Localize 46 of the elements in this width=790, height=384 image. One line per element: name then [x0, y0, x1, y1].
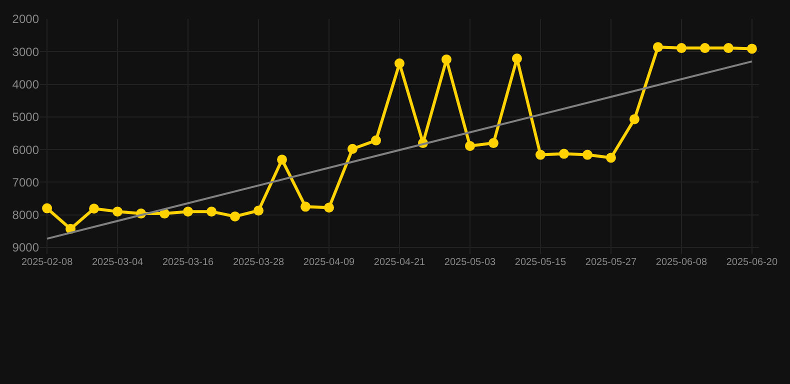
y-tick-label: 3000 [12, 44, 40, 59]
point [652, 42, 663, 52]
x-tick-label: 2025-04-21 [374, 257, 426, 268]
point [488, 138, 498, 148]
point [629, 114, 640, 124]
x-tick-label: 2025-06-08 [656, 257, 708, 268]
point [112, 206, 123, 217]
point [300, 202, 311, 212]
y-tick-label: 6000 [12, 142, 40, 157]
point [676, 43, 686, 54]
point [723, 43, 734, 54]
y-tick-label: 5000 [12, 110, 40, 124]
point [206, 206, 217, 217]
y-tick-label: 8000 [12, 208, 40, 222]
x-tick-label: 2025-03-04 [92, 257, 144, 268]
x-tick-label: 2025-02-08 [21, 257, 74, 268]
x-tick-label: 2025-05-03 [444, 257, 496, 268]
point [230, 211, 240, 222]
point [606, 152, 616, 163]
point [746, 44, 757, 54]
x-tick-label: 2025-05-15 [514, 257, 566, 268]
x-tick-label: 2025-03-28 [232, 257, 285, 268]
point [89, 204, 100, 214]
point [324, 202, 334, 213]
point [348, 144, 358, 154]
y-tick-label: 2000 [12, 12, 40, 26]
point [582, 150, 592, 160]
x-tick-label: 2025-03-16 [162, 257, 214, 268]
point [512, 53, 522, 64]
point [558, 148, 569, 159]
point [254, 206, 264, 216]
point [371, 135, 381, 146]
point [183, 206, 194, 217]
x-tick-label: 2025-04-09 [303, 257, 356, 268]
y-tick-label: 9000 [12, 240, 40, 255]
point [700, 43, 710, 54]
point [42, 203, 52, 214]
point [441, 54, 452, 64]
x-tick-label: 2025-05-27 [585, 257, 637, 268]
point [394, 58, 404, 68]
point [535, 150, 546, 160]
y-tick-label: 7000 [12, 175, 40, 190]
y-tick-label: 4000 [12, 77, 40, 92]
point [277, 154, 288, 165]
x-tick-label: 2025-06-20 [726, 257, 778, 268]
point [464, 140, 475, 151]
